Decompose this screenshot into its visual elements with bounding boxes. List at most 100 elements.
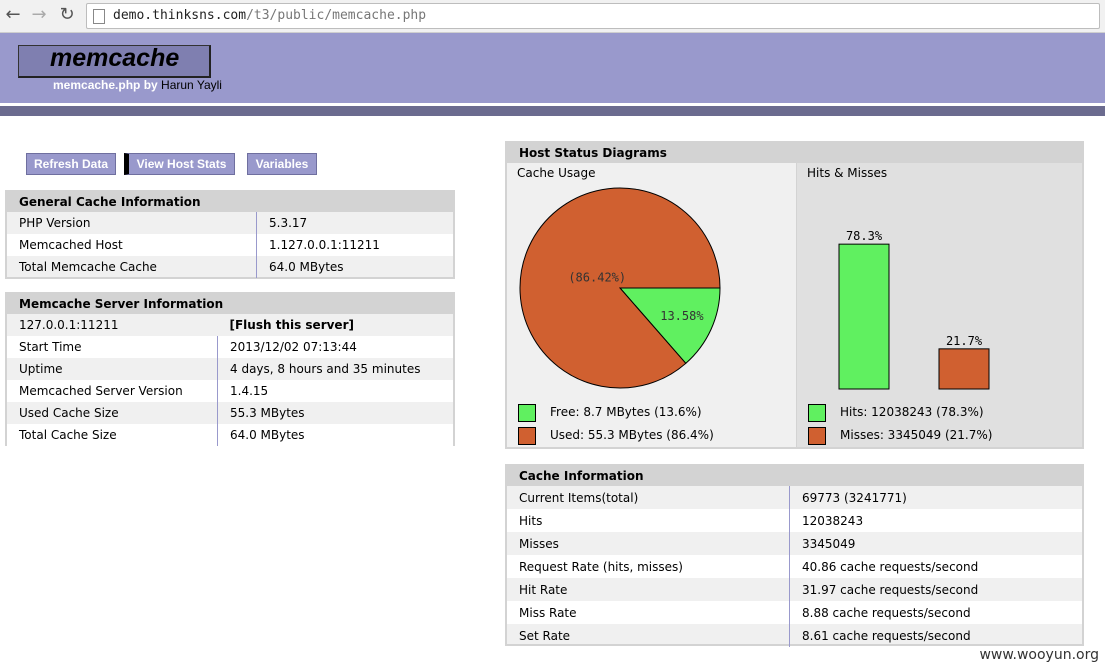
table-row: 127.0.0.1:11211 [Flush this server]: [7, 314, 453, 336]
bar-label: 21.7%: [946, 334, 983, 348]
header-bar: [0, 106, 1105, 116]
bar-label: 78.3%: [846, 229, 883, 243]
table-row: Memcached Server Version 1.4.15: [7, 380, 453, 402]
pie-slice: [519, 187, 721, 389]
row-label: Hits: [507, 509, 790, 532]
general-cache-table: PHP Version 5.3.17 Memcached Host 1.127.0.…: [7, 212, 453, 278]
logo-text: memcache: [50, 44, 180, 72]
pie-slice-label: 13.58%: [660, 309, 704, 323]
pie-slice: [618, 287, 721, 365]
row-value: 31.97 cache requests/second: [789, 578, 1082, 601]
bar: [938, 348, 990, 390]
pie-slice-label: (86.42%): [568, 271, 626, 285]
row-value: 2013/12/02 07:13:44: [217, 336, 453, 358]
server-info-title: Memcache Server Information: [7, 294, 453, 314]
byline: memcache.php by Harun Yayli: [53, 78, 222, 92]
row-value: 3345049: [789, 532, 1082, 555]
table-row: Hit Rate 31.97 cache requests/second: [507, 578, 1082, 601]
forward-arrow-icon[interactable]: →: [31, 4, 47, 25]
table-row: Total Cache Size 64.0 MBytes: [7, 424, 453, 446]
row-value: 1.127.0.0.1:11211: [256, 234, 453, 256]
table-row: Hits 12038243: [507, 509, 1082, 532]
row-value: 8.61 cache requests/second: [789, 624, 1082, 647]
logo-box: [18, 45, 211, 78]
table-row: Current Items(total) 69773 (3241771): [507, 486, 1082, 509]
table-row: PHP Version 5.3.17: [7, 212, 453, 234]
row-value: 4 days, 8 hours and 35 minutes: [217, 358, 453, 380]
row-label: Used Cache Size: [19, 406, 119, 420]
cache-info-table: Current Items(total) 69773 (3241771) Hits…: [507, 486, 1082, 647]
row-label: Misses: [519, 536, 559, 551]
flush-server-link[interactable]: [Flush this server]: [229, 318, 354, 332]
table-row: Set Rate 8.61 cache requests/second: [507, 624, 1082, 647]
cache-usage-panel: Cache Usage 13.58% (86.42%) Free: 8.7 MBy…: [507, 163, 794, 447]
row-label: Memcached Host: [7, 234, 257, 256]
table-row: Start Time 2013/12/02 07:13:44: [7, 336, 453, 358]
row-value: 5.3.17: [256, 212, 453, 234]
watermark: www.wooyun.org: [979, 647, 1099, 663]
table-row: Used Cache Size 55.3 MBytes: [7, 402, 453, 424]
server-info-table: 127.0.0.1:11211 [Flush this server] Start…: [7, 314, 453, 446]
row-label: Current Items(total): [519, 490, 639, 505]
hits-misses-title: Hits & Misses: [807, 166, 888, 180]
hits-legend-swatch: [808, 404, 826, 422]
row-label: Uptime: [19, 362, 63, 376]
misses-legend-text: Misses: 3345049 (21.7%): [840, 428, 993, 442]
table-row: Total Memcache Cache 64.0 MBytes: [7, 256, 453, 278]
server-host: 127.0.0.1:11211: [19, 318, 119, 332]
address-bar[interactable]: demo.thinksns.com/t3/public/memcache.php: [86, 3, 1100, 29]
table-row: Uptime 4 days, 8 hours and 35 minutes: [7, 358, 453, 380]
row-label: Hit Rate: [519, 582, 568, 597]
header-divider: [0, 103, 1105, 106]
free-legend-text: Free: 8.7 MBytes (13.6%): [550, 405, 702, 419]
row-value: 40.86 cache requests/second: [789, 555, 1082, 578]
table-row: Memcached Host 1.127.0.0.1:11211: [7, 234, 453, 256]
row-label: Memcached Server Version: [7, 380, 218, 402]
cache-info-box: Cache Information Current Items(total) 69…: [505, 464, 1084, 647]
page-icon: [93, 9, 105, 24]
cache-usage-title: Cache Usage: [517, 166, 596, 180]
row-label: PHP Version: [19, 216, 91, 230]
table-row: Misses 3345049: [507, 532, 1082, 555]
row-value: 1.4.15: [217, 380, 453, 402]
byline-prefix: memcache.php by: [53, 78, 158, 92]
browser-toolbar: ← → ↻ demo.thinksns.com/t3/public/memcac…: [0, 0, 1105, 33]
bar: [838, 243, 890, 390]
host-status-diagrams-title: Host Status Diagrams: [507, 143, 1082, 163]
row-label: Total Cache Size: [7, 424, 218, 446]
byline-author: Harun Yayli: [161, 78, 222, 92]
row-value: 64.0 MBytes: [217, 424, 453, 446]
hits-legend-text: Hits: 12038243 (78.3%): [840, 405, 984, 419]
general-cache-info-title: General Cache Information: [7, 192, 453, 212]
used-legend-swatch: [518, 427, 536, 445]
row-label: Request Rate (hits, misses): [507, 555, 790, 578]
host-status-diagrams-box: Host Status Diagrams Cache Usage 13.58% (…: [505, 141, 1084, 449]
general-cache-info-box: General Cache Information PHP Version 5.3…: [5, 190, 455, 279]
hits-misses-panel: Hits & Misses 78.3% 21.7% Hits: 12038243 …: [796, 163, 1082, 447]
used-legend-text: Used: 55.3 MBytes (86.4%): [550, 428, 714, 442]
variables-button[interactable]: Variables: [247, 153, 317, 175]
row-label: Miss Rate: [507, 601, 790, 624]
table-row: Miss Rate 8.88 cache requests/second: [507, 601, 1082, 624]
cache-usage-pie-chart: 13.58% (86.42%): [519, 187, 721, 389]
row-label: Total Memcache Cache: [19, 260, 157, 274]
reload-icon[interactable]: ↻: [59, 4, 75, 25]
server-info-box: Memcache Server Information 127.0.0.1:11…: [5, 292, 455, 446]
back-arrow-icon[interactable]: ←: [5, 4, 21, 25]
free-legend-swatch: [518, 404, 536, 422]
row-value: 69773 (3241771): [789, 486, 1082, 509]
table-row: Request Rate (hits, misses) 40.86 cache r…: [507, 555, 1082, 578]
hits-misses-bar-chart: 78.3% 21.7%: [838, 229, 990, 390]
row-value: 12038243: [789, 509, 1082, 532]
refresh-data-button[interactable]: Refresh Data: [26, 153, 116, 175]
row-label: Start Time: [7, 336, 218, 358]
row-value: 55.3 MBytes: [217, 402, 453, 424]
misses-legend-swatch: [808, 427, 826, 445]
row-label: Set Rate: [519, 628, 571, 643]
url-domain: demo.thinksns.com: [113, 8, 247, 23]
cache-info-title: Cache Information: [507, 466, 1082, 486]
row-value: 8.88 cache requests/second: [789, 601, 1082, 624]
url-text: demo.thinksns.com/t3/public/memcache.php: [113, 8, 426, 23]
view-host-stats-button[interactable]: View Host Stats: [124, 153, 235, 175]
row-value: 64.0 MBytes: [256, 256, 453, 278]
